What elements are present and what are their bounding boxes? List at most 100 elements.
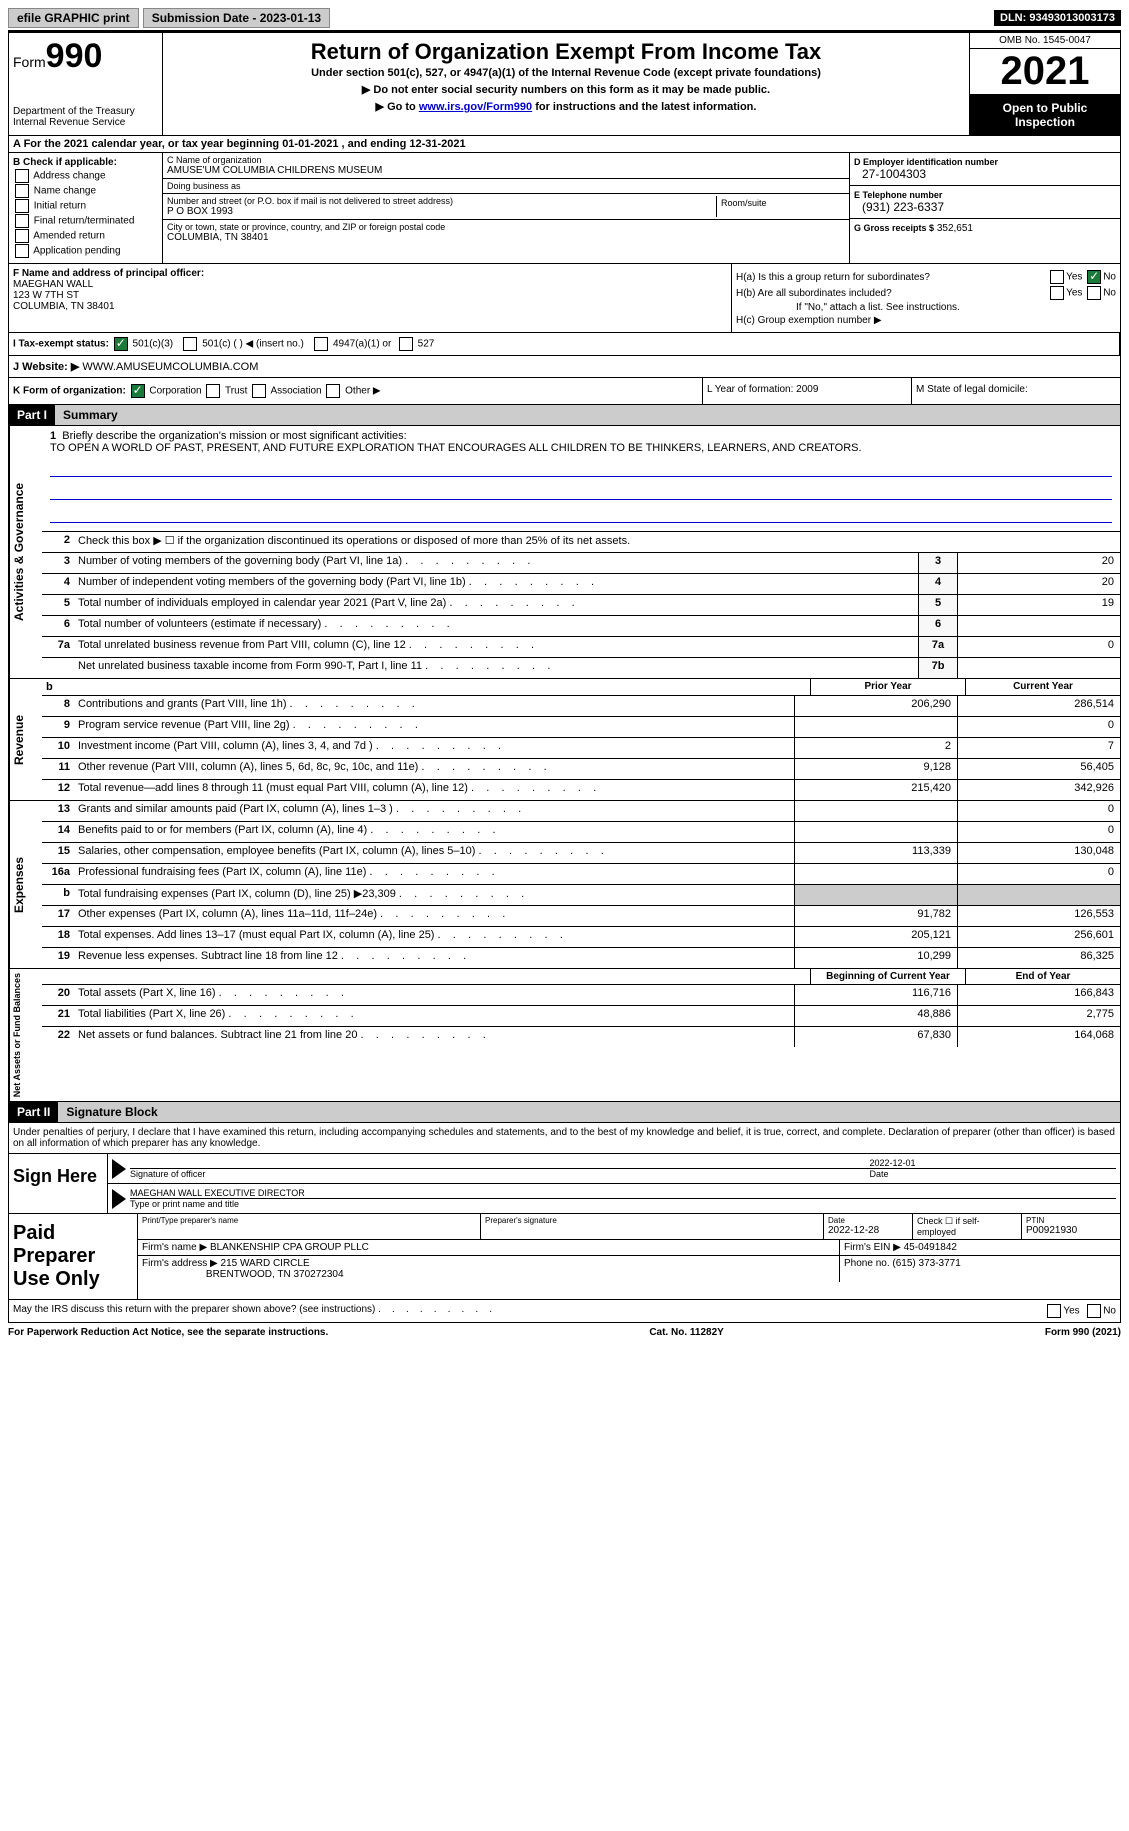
org-name: AMUSE'UM COLUMBIA CHILDRENS MUSEUM — [167, 165, 845, 176]
table-row: 3Number of voting members of the governi… — [42, 553, 1120, 574]
chk-final-return[interactable]: Final return/terminated — [13, 214, 158, 228]
row-j-website: J Website: ▶ WWW.AMUSEUMCOLUMBIA.COM — [8, 356, 1121, 378]
form-ref: Form 990 (2021) — [1045, 1327, 1121, 1338]
tel-value: (931) 223-6337 — [854, 200, 1116, 214]
org-name-label: C Name of organization — [167, 155, 845, 165]
form-number: 990 — [46, 37, 103, 75]
expenses-section: Expenses 13Grants and similar amounts pa… — [8, 801, 1121, 969]
table-row: 7aTotal unrelated business revenue from … — [42, 637, 1120, 658]
firm-name: BLANKENSHIP CPA GROUP PLLC — [210, 1242, 369, 1253]
firm-addr2: BRENTWOOD, TN 370272304 — [206, 1269, 344, 1280]
chk-association[interactable] — [252, 384, 266, 398]
chk-name-change[interactable]: Name change — [13, 184, 158, 198]
chk-address-change[interactable]: Address change — [13, 169, 158, 183]
instr-link: ▶ Go to www.irs.gov/Form990 for instruct… — [167, 100, 965, 113]
part1-title: Summary — [55, 405, 1120, 425]
part2-bar: Part II Signature Block — [8, 1102, 1121, 1123]
mission-label: Briefly describe the organization's miss… — [62, 430, 406, 442]
table-row: 18Total expenses. Add lines 13–17 (must … — [42, 927, 1120, 948]
ha-label: H(a) Is this a group return for subordin… — [736, 272, 930, 283]
chk-corporation[interactable] — [131, 384, 145, 398]
irs-link[interactable]: www.irs.gov/Form990 — [419, 101, 532, 113]
form-title: Return of Organization Exempt From Incom… — [167, 39, 965, 65]
part1-header: Part I — [9, 405, 55, 425]
col-b-label: B Check if applicable: — [13, 157, 158, 168]
table-row: Net unrelated business taxable income fr… — [42, 658, 1120, 678]
sig-name-label: Type or print name and title — [130, 1198, 1116, 1209]
chk-501c3[interactable] — [114, 337, 128, 351]
part2-title: Signature Block — [58, 1102, 1120, 1122]
header-mid: Return of Organization Exempt From Incom… — [163, 33, 969, 135]
chk-initial-return[interactable]: Initial return — [13, 199, 158, 213]
paid-preparer-label: Paid Preparer Use Only — [9, 1214, 138, 1299]
declaration-text: Under penalties of perjury, I declare th… — [8, 1123, 1121, 1154]
efile-print-button[interactable]: efile GRAPHIC print — [8, 8, 139, 28]
table-row: bTotal fundraising expenses (Part IX, co… — [42, 885, 1120, 906]
table-row: 10Investment income (Part VIII, column (… — [42, 738, 1120, 759]
cat-no: Cat. No. 11282Y — [649, 1327, 723, 1338]
prep-self-employed[interactable]: Check ☐ if self-employed — [913, 1214, 1022, 1239]
gross-label: G Gross receipts $ — [854, 223, 934, 233]
form-header: Form990 Department of the Treasury Inter… — [8, 32, 1121, 136]
col-current-year: Current Year — [965, 679, 1120, 695]
chk-trust[interactable] — [206, 384, 220, 398]
table-row: 20Total assets (Part X, line 16)116,7161… — [42, 985, 1120, 1006]
col-begin-year: Beginning of Current Year — [810, 969, 965, 984]
col-h-group: H(a) Is this a group return for subordin… — [732, 264, 1120, 332]
page-footer: For Paperwork Reduction Act Notice, see … — [8, 1323, 1121, 1342]
chk-501c[interactable] — [183, 337, 197, 351]
open-public-badge: Open to Public Inspection — [970, 95, 1120, 135]
sig-name-value: MAEGHAN WALL EXECUTIVE DIRECTOR — [130, 1188, 1116, 1198]
table-row: 12Total revenue—add lines 8 through 11 (… — [42, 780, 1120, 800]
table-row: 4Number of independent voting members of… — [42, 574, 1120, 595]
revenue-section: Revenue b Prior Year Current Year 8Contr… — [8, 679, 1121, 801]
sign-here-block: Sign Here Signature of officer 2022-12-0… — [8, 1154, 1121, 1214]
side-expenses: Expenses — [9, 801, 42, 968]
hb-note: If "No," attach a list. See instructions… — [736, 302, 1116, 313]
row-i-label: I Tax-exempt status: — [13, 339, 109, 350]
col-c-org-info: C Name of organization AMUSE'UM COLUMBIA… — [163, 153, 850, 263]
table-row: 19Revenue less expenses. Subtract line 1… — [42, 948, 1120, 968]
irs-label: Internal Revenue Service — [13, 117, 158, 128]
discuss-row: May the IRS discuss this return with the… — [8, 1300, 1121, 1323]
table-row: 14Benefits paid to or for members (Part … — [42, 822, 1120, 843]
room-label: Room/suite — [721, 198, 841, 208]
gross-value: 352,651 — [937, 223, 973, 234]
officer-addr1: 123 W 7TH ST — [13, 290, 727, 301]
table-row: 16aProfessional fundraising fees (Part I… — [42, 864, 1120, 885]
table-row: 21Total liabilities (Part X, line 26)48,… — [42, 1006, 1120, 1027]
city-value: COLUMBIA, TN 38401 — [167, 232, 845, 243]
firm-phone: (615) 373-3771 — [892, 1258, 960, 1269]
chk-application-pending[interactable]: Application pending — [13, 244, 158, 258]
row-ij: I Tax-exempt status: 501(c)(3) 501(c) ( … — [8, 333, 1121, 356]
col-f-officer: F Name and address of principal officer:… — [9, 264, 732, 332]
submission-date: Submission Date - 2023-01-13 — [143, 8, 330, 28]
discuss-yesno[interactable]: Yes No — [1045, 1304, 1116, 1318]
section-fh: F Name and address of principal officer:… — [8, 264, 1121, 333]
sig-officer-label: Signature of officer — [130, 1168, 870, 1179]
tel-label: E Telephone number — [854, 190, 1116, 200]
table-row: 22Net assets or fund balances. Subtract … — [42, 1027, 1120, 1047]
chk-4947[interactable] — [314, 337, 328, 351]
ha-yesno[interactable]: Yes No — [1048, 270, 1116, 284]
addr-label: Number and street (or P.O. box if mail i… — [167, 196, 716, 206]
form-label: Form — [13, 54, 46, 70]
header-right: OMB No. 1545-0047 2021 Open to Public In… — [969, 33, 1120, 135]
firm-addr1: 215 WARD CIRCLE — [221, 1258, 310, 1269]
chk-amended-return[interactable]: Amended return — [13, 229, 158, 243]
section-bcd: B Check if applicable: Address change Na… — [8, 153, 1121, 264]
ein-value: 27-1004303 — [854, 167, 1116, 181]
side-governance: Activities & Governance — [9, 426, 42, 678]
table-row: 5Total number of individuals employed in… — [42, 595, 1120, 616]
form-subtitle: Under section 501(c), 527, or 4947(a)(1)… — [167, 67, 965, 79]
hb-yesno[interactable]: Yes No — [1048, 286, 1116, 300]
addr-value: P O BOX 1993 — [167, 206, 716, 217]
row-k-label: K Form of organization: — [13, 386, 126, 397]
chk-527[interactable] — [399, 337, 413, 351]
col-b-checkboxes: B Check if applicable: Address change Na… — [9, 153, 163, 263]
col-prior-year: Prior Year — [810, 679, 965, 695]
side-net-assets: Net Assets or Fund Balances — [9, 969, 42, 1101]
arrow-icon — [112, 1189, 126, 1209]
row-m-state: M State of legal domicile: — [912, 378, 1120, 404]
chk-other[interactable] — [326, 384, 340, 398]
